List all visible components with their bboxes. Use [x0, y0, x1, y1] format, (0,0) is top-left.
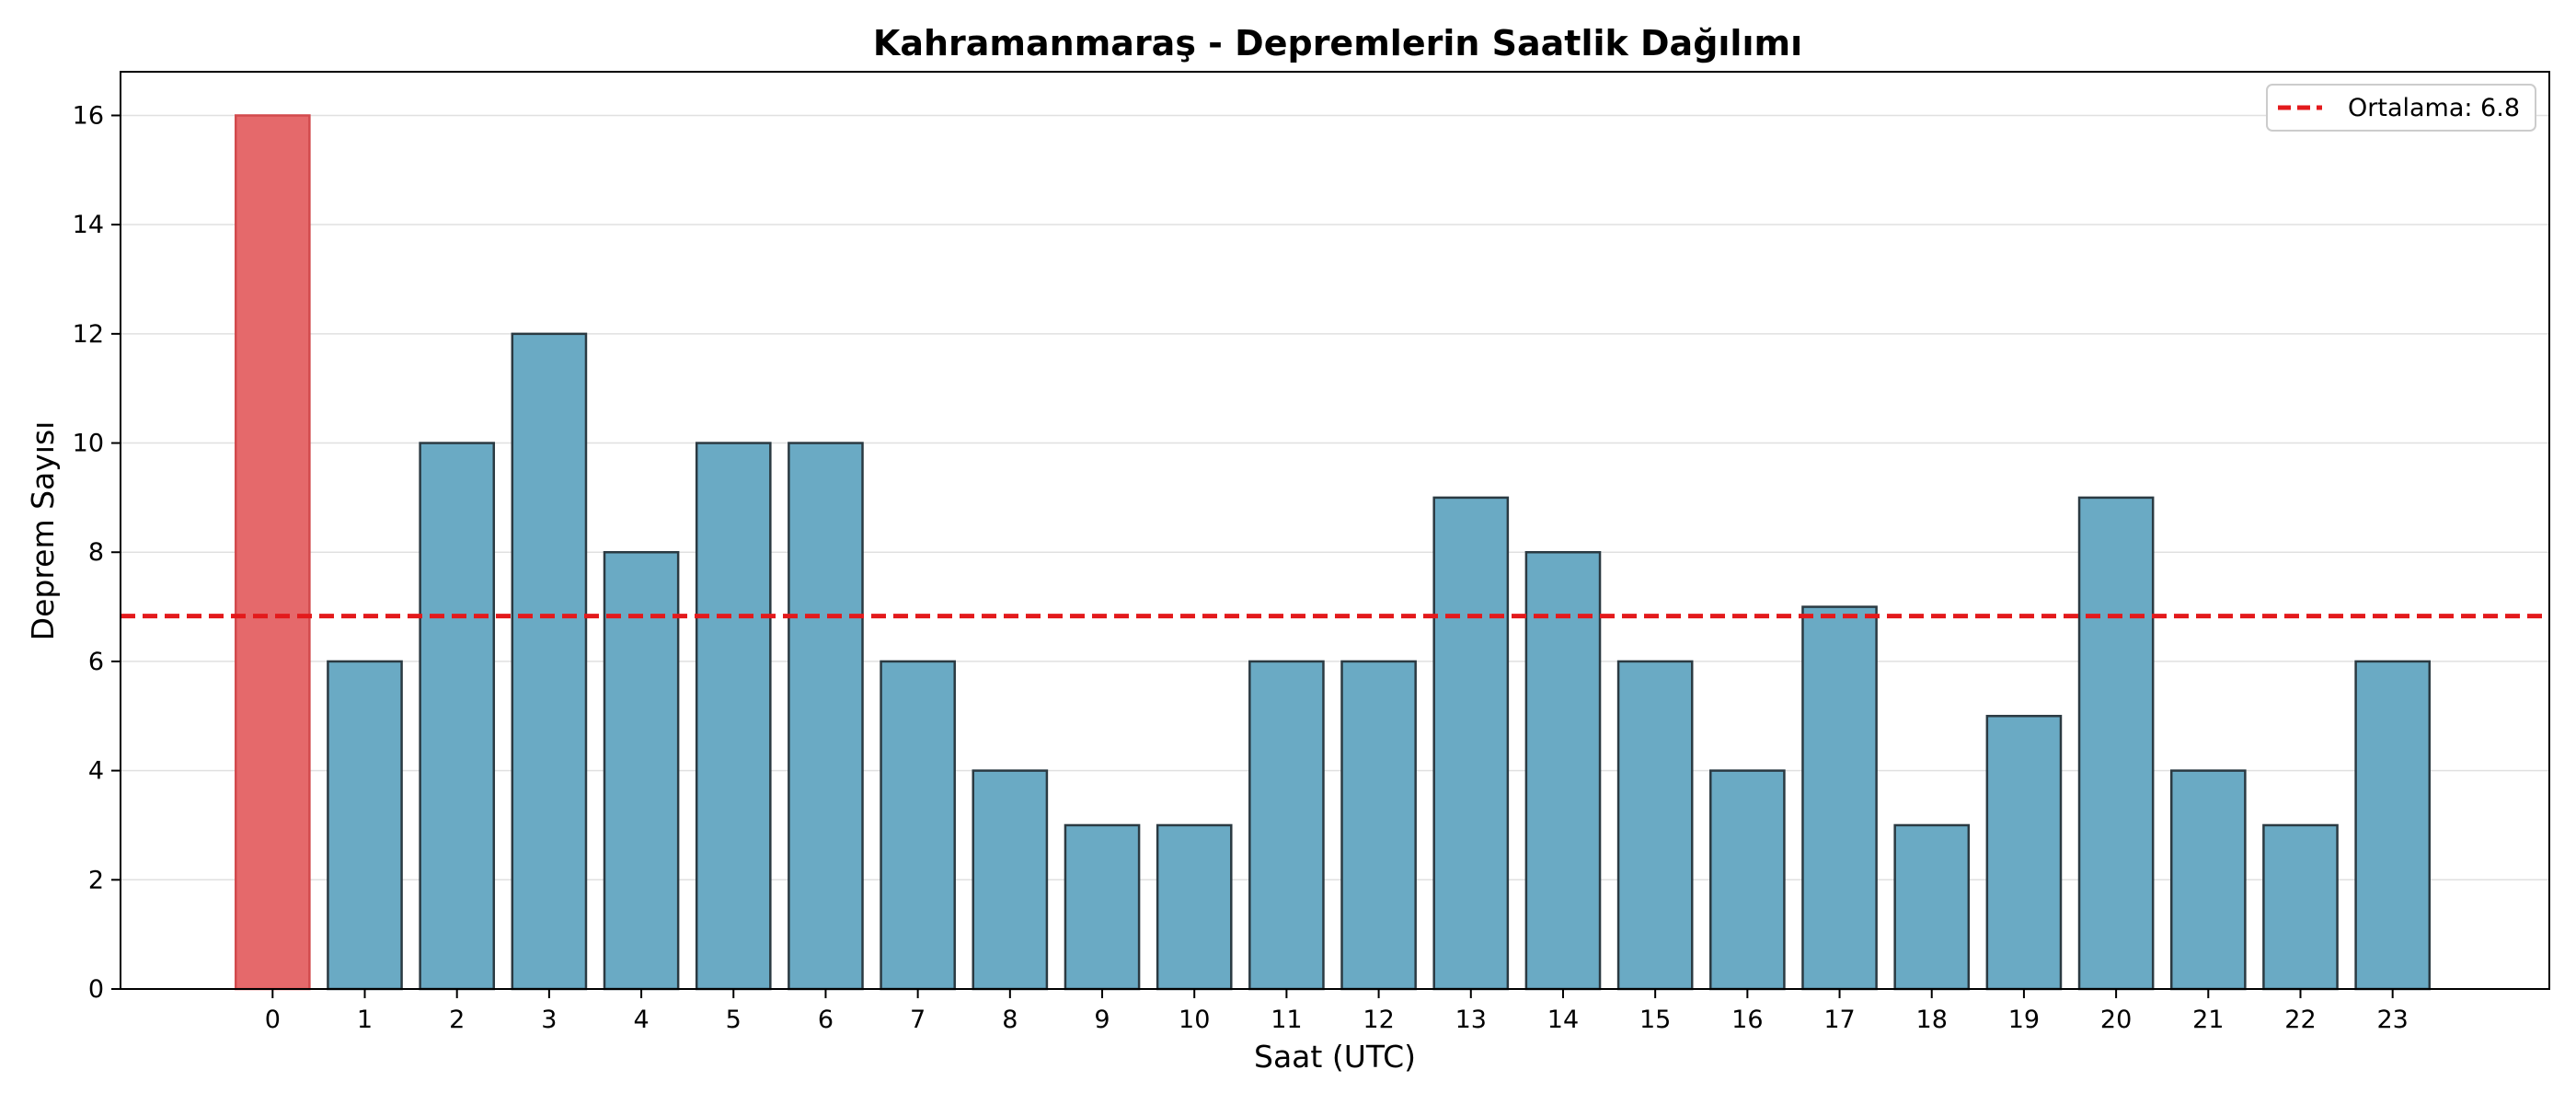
bar-2 [419, 442, 496, 991]
bar-10 [1156, 823, 1233, 991]
x-tick-label: 8 [1002, 1006, 1018, 1034]
bar-19 [1985, 715, 2063, 991]
bar-15 [1616, 660, 1694, 991]
x-tick-label: 16 [1731, 1006, 1763, 1034]
bar-5 [695, 442, 772, 991]
legend: Ortalama: 6.8 [2266, 84, 2536, 132]
x-tick-label: 1 [357, 1006, 373, 1034]
y-tick-label: 0 [88, 975, 104, 1004]
y-axis-ticks: 0 2 4 6 8 10 12 14 16 [73, 101, 121, 1004]
x-tick-label: 0 [265, 1006, 281, 1034]
bar-20 [2077, 496, 2155, 991]
y-tick-label: 12 [73, 320, 104, 349]
x-tick-label: 12 [1363, 1006, 1394, 1034]
bar-3 [511, 332, 588, 991]
plot-frame [120, 71, 2550, 990]
y-tick-label: 6 [88, 648, 104, 676]
x-tick-label: 22 [2284, 1006, 2316, 1034]
bar-23 [2354, 660, 2432, 991]
bar-9 [1064, 823, 1141, 991]
x-tick-label: 11 [1271, 1006, 1302, 1034]
legend-box [2266, 84, 2536, 132]
bar-17 [1801, 605, 1878, 991]
x-tick-label: 19 [2008, 1006, 2040, 1034]
bar-8 [972, 769, 1049, 991]
y-tick-label: 4 [88, 757, 104, 786]
x-axis-ticks: 0 1 2 3 4 5 6 7 8 9 10 11 12 13 14 15 16 17 18 19 20 21 22 23 [265, 989, 2409, 1034]
y-tick-label: 14 [73, 211, 104, 239]
x-tick-label: 18 [1916, 1006, 1948, 1034]
y-tick-label: 2 [88, 866, 104, 894]
x-tick-label: 21 [2192, 1006, 2224, 1034]
x-tick-label: 9 [1094, 1006, 1110, 1034]
x-tick-label: 3 [541, 1006, 557, 1034]
bar-6 [788, 442, 864, 991]
x-tick-label: 4 [633, 1006, 649, 1034]
x-tick-label: 14 [1547, 1006, 1579, 1034]
x-tick-label: 13 [1455, 1006, 1487, 1034]
bar-1 [327, 660, 403, 991]
bar-14 [1524, 550, 1602, 991]
x-tick-label: 20 [2100, 1006, 2132, 1034]
x-tick-label: 10 [1179, 1006, 1210, 1034]
bar-12 [1340, 660, 1417, 991]
bar-7 [880, 660, 956, 991]
bar-21 [2169, 769, 2247, 991]
bar-0 [234, 114, 311, 991]
x-tick-label: 17 [1823, 1006, 1855, 1034]
bar-18 [1893, 823, 1971, 991]
x-tick-label: 6 [818, 1006, 834, 1034]
x-axis-label: Saat (UTC) [1254, 1039, 1416, 1075]
y-tick-label: 16 [73, 101, 104, 130]
x-tick-label: 23 [2376, 1006, 2408, 1034]
legend-mean-label: Ortalama: 6.8 [2348, 94, 2520, 122]
bar-13 [1432, 496, 1510, 991]
bar-16 [1709, 769, 1786, 991]
x-tick-label: 7 [910, 1006, 926, 1034]
bar-22 [2262, 823, 2339, 991]
chart-title: Kahramanmaraş - Depremlerin Saatlik Dağı… [873, 23, 1802, 63]
y-tick-label: 10 [73, 430, 104, 458]
bar-11 [1248, 660, 1325, 991]
bars [234, 114, 2432, 991]
x-tick-label: 5 [726, 1006, 742, 1034]
x-tick-label: 2 [449, 1006, 465, 1034]
y-axis-label: Deprem Sayısı [25, 421, 61, 641]
x-tick-label: 15 [1639, 1006, 1671, 1034]
y-tick-label: 8 [88, 538, 104, 567]
